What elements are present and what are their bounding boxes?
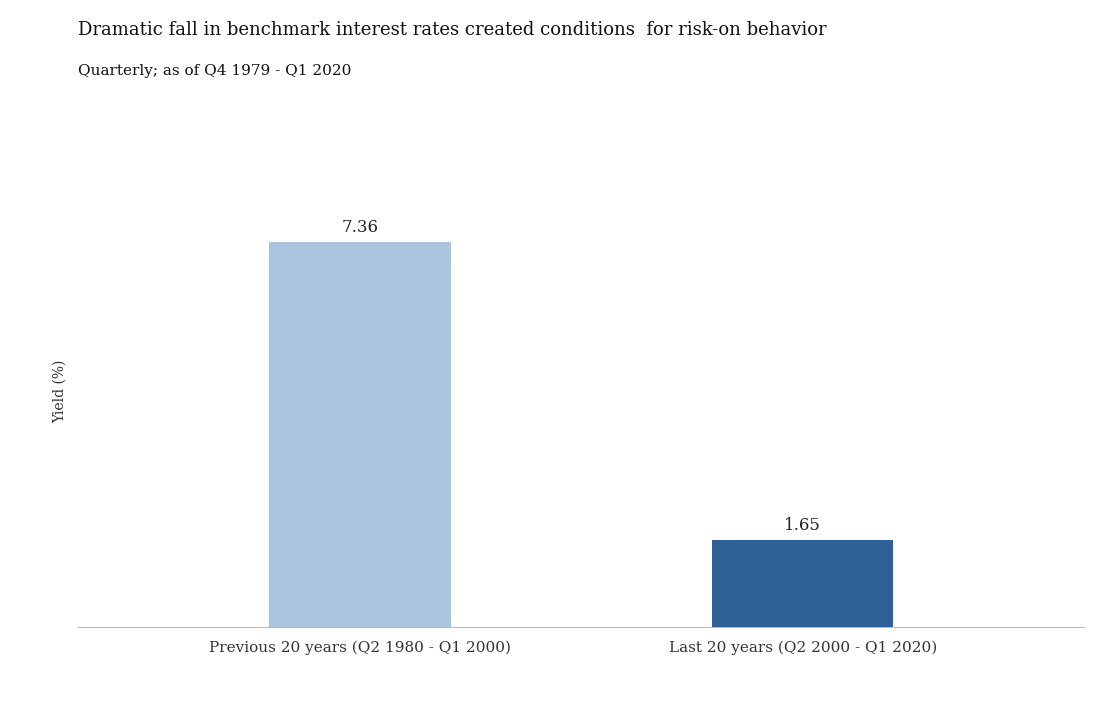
Bar bbox=[269, 242, 451, 627]
Text: 1.65: 1.65 bbox=[785, 517, 821, 534]
Text: 7.36: 7.36 bbox=[341, 219, 379, 236]
Bar bbox=[712, 540, 893, 627]
Y-axis label: Yield (%): Yield (%) bbox=[54, 360, 67, 424]
Text: Dramatic fall in benchmark interest rates created conditions  for risk-on behavi: Dramatic fall in benchmark interest rate… bbox=[78, 21, 827, 39]
Text: Quarterly; as of Q4 1979 - Q1 2020: Quarterly; as of Q4 1979 - Q1 2020 bbox=[78, 64, 352, 78]
